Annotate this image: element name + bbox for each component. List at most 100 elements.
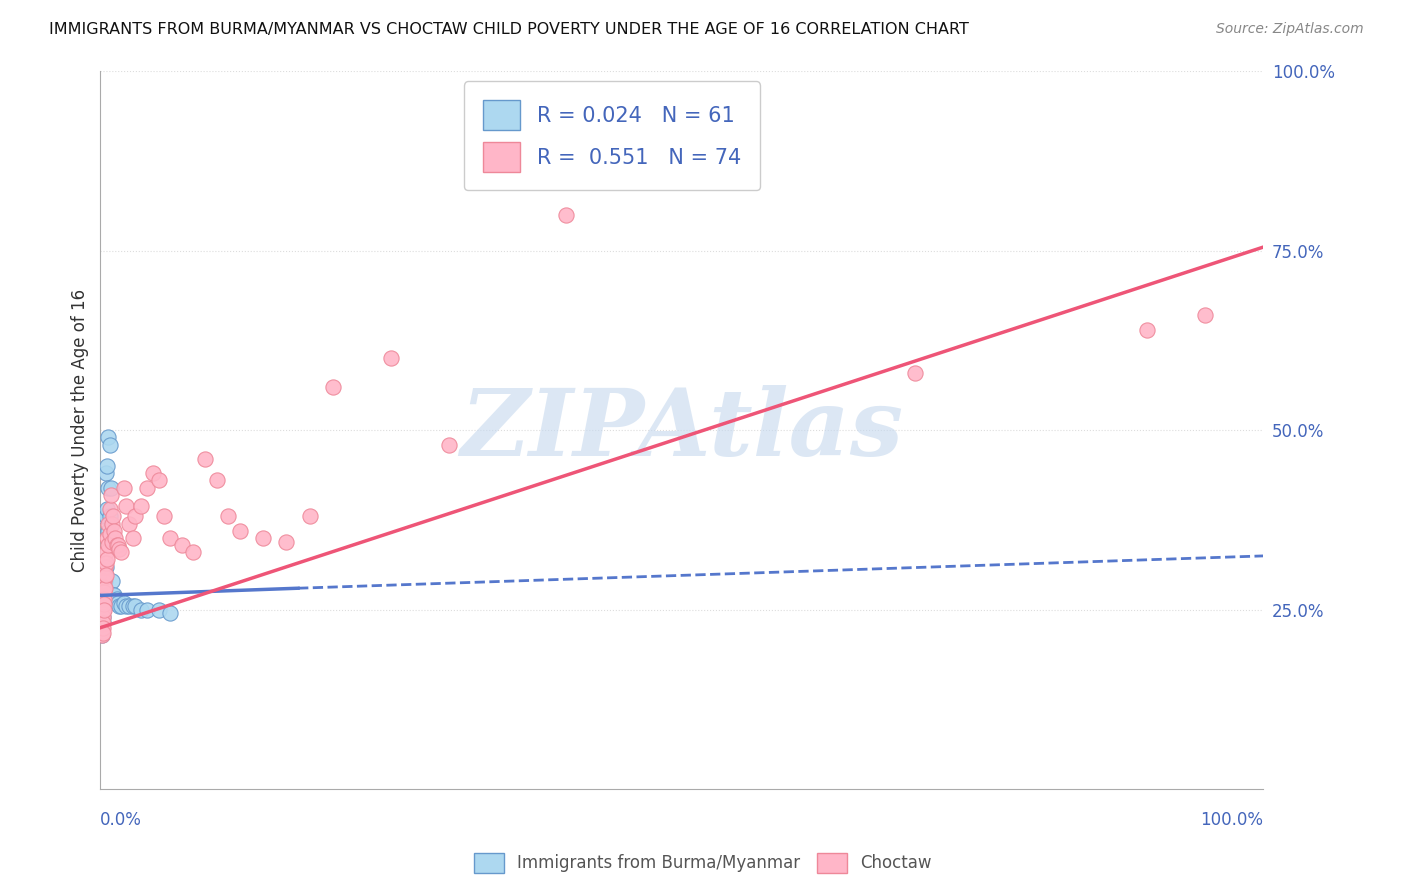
- Point: [108, 541, 131, 556]
- Point: [101, 588, 124, 602]
- Text: IMMIGRANTS FROM BURMA/MYANMAR VS CHOCTAW CHILD POVERTY UNDER THE AGE OF 16 CORRE: IMMIGRANTS FROM BURMA/MYANMAR VS CHOCTAW…: [49, 22, 969, 37]
- Point: [91, 584, 114, 599]
- Point: [205, 474, 228, 488]
- Point: [90, 614, 112, 628]
- Point: [96, 545, 118, 559]
- Point: [112, 481, 135, 495]
- Point: [380, 351, 402, 366]
- Point: [97, 481, 120, 495]
- Point: [101, 509, 124, 524]
- Point: [322, 380, 344, 394]
- Text: 0.0%: 0.0%: [100, 811, 142, 829]
- Point: [229, 524, 252, 538]
- Point: [110, 545, 132, 559]
- Point: [91, 596, 114, 610]
- Point: [98, 502, 121, 516]
- Point: [94, 588, 117, 602]
- Point: [96, 459, 118, 474]
- Point: [118, 599, 141, 614]
- Point: [122, 599, 145, 614]
- Point: [93, 590, 115, 604]
- Point: [90, 588, 112, 602]
- Point: [100, 488, 122, 502]
- Point: [100, 531, 122, 545]
- Point: [93, 574, 115, 588]
- Point: [100, 481, 122, 495]
- Point: [153, 509, 176, 524]
- Point: [107, 538, 129, 552]
- Point: [104, 596, 127, 610]
- Point: [101, 516, 124, 531]
- Point: [90, 610, 112, 624]
- Point: [93, 584, 115, 599]
- Point: [101, 534, 124, 549]
- Point: [554, 208, 576, 222]
- Point: [217, 509, 239, 524]
- Point: [90, 621, 112, 635]
- Point: [90, 628, 112, 642]
- Text: 100.0%: 100.0%: [1201, 811, 1264, 829]
- Point: [91, 604, 114, 618]
- Point: [115, 599, 138, 614]
- Point: [90, 628, 112, 642]
- Point: [96, 559, 118, 574]
- Point: [1136, 323, 1159, 337]
- Point: [104, 531, 127, 545]
- Point: [93, 603, 115, 617]
- Point: [90, 596, 112, 610]
- Point: [94, 570, 117, 584]
- Point: [101, 588, 124, 602]
- Point: [98, 509, 121, 524]
- Point: [96, 552, 118, 566]
- Point: [115, 499, 138, 513]
- Point: [90, 596, 112, 610]
- Point: [129, 603, 152, 617]
- Point: [252, 531, 274, 545]
- Point: [98, 437, 121, 451]
- Point: [96, 467, 118, 481]
- Point: [159, 531, 181, 545]
- Point: [439, 437, 461, 451]
- Point: [97, 516, 120, 531]
- Point: [91, 509, 114, 524]
- Point: [148, 603, 170, 617]
- Point: [91, 615, 114, 630]
- Point: [96, 556, 118, 570]
- Point: [105, 592, 128, 607]
- Point: [93, 592, 115, 607]
- Point: [97, 524, 120, 538]
- Point: [159, 607, 181, 621]
- Point: [91, 590, 114, 604]
- Point: [118, 516, 141, 531]
- Point: [105, 538, 128, 552]
- Point: [1194, 308, 1216, 322]
- Point: [93, 584, 115, 599]
- Point: [90, 624, 112, 639]
- Text: ZIPAtlas: ZIPAtlas: [460, 385, 904, 475]
- Point: [148, 474, 170, 488]
- Point: [91, 610, 114, 624]
- Point: [93, 601, 115, 615]
- Point: [97, 430, 120, 444]
- Legend: R = 0.024   N = 61, R =  0.551   N = 74: R = 0.024 N = 61, R = 0.551 N = 74: [464, 81, 761, 190]
- Point: [90, 599, 112, 614]
- Legend: Immigrants from Burma/Myanmar, Choctaw: Immigrants from Burma/Myanmar, Choctaw: [467, 847, 939, 880]
- Point: [90, 599, 112, 614]
- Point: [183, 545, 205, 559]
- Point: [112, 596, 135, 610]
- Point: [110, 599, 132, 614]
- Point: [90, 617, 112, 632]
- Point: [93, 574, 115, 588]
- Y-axis label: Child Poverty Under the Age of 16: Child Poverty Under the Age of 16: [72, 289, 89, 572]
- Point: [298, 509, 321, 524]
- Point: [96, 531, 118, 545]
- Point: [103, 588, 125, 602]
- Point: [91, 590, 114, 604]
- Point: [90, 590, 112, 604]
- Point: [124, 599, 146, 614]
- Point: [98, 527, 121, 541]
- Point: [91, 581, 114, 595]
- Point: [90, 603, 112, 617]
- Point: [94, 559, 117, 574]
- Point: [93, 580, 115, 594]
